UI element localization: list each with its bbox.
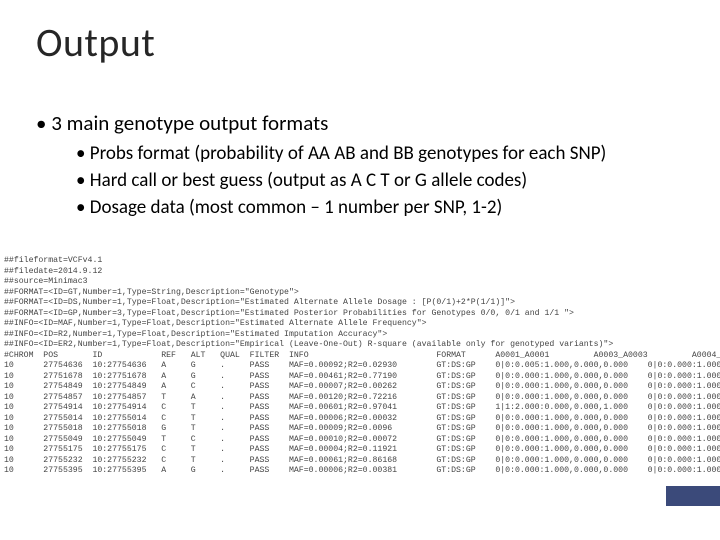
bullet-sub2: Hard call or best guess (output as A C T… (76, 169, 686, 192)
slide-title: Output (36, 18, 155, 67)
bullet-sub1: Probs format (probability of AA AB and B… (76, 142, 686, 165)
accent-bar (666, 486, 720, 506)
vcf-output-block: ##fileformat=VCFv4.1 ##filedate=2014.9.1… (0, 256, 720, 476)
bullet-main: 3 main genotype output formats (36, 110, 686, 136)
body-content: 3 main genotype output formats Probs for… (36, 110, 686, 223)
bullet-sub3: Dosage data (most common – 1 number per … (76, 196, 686, 219)
